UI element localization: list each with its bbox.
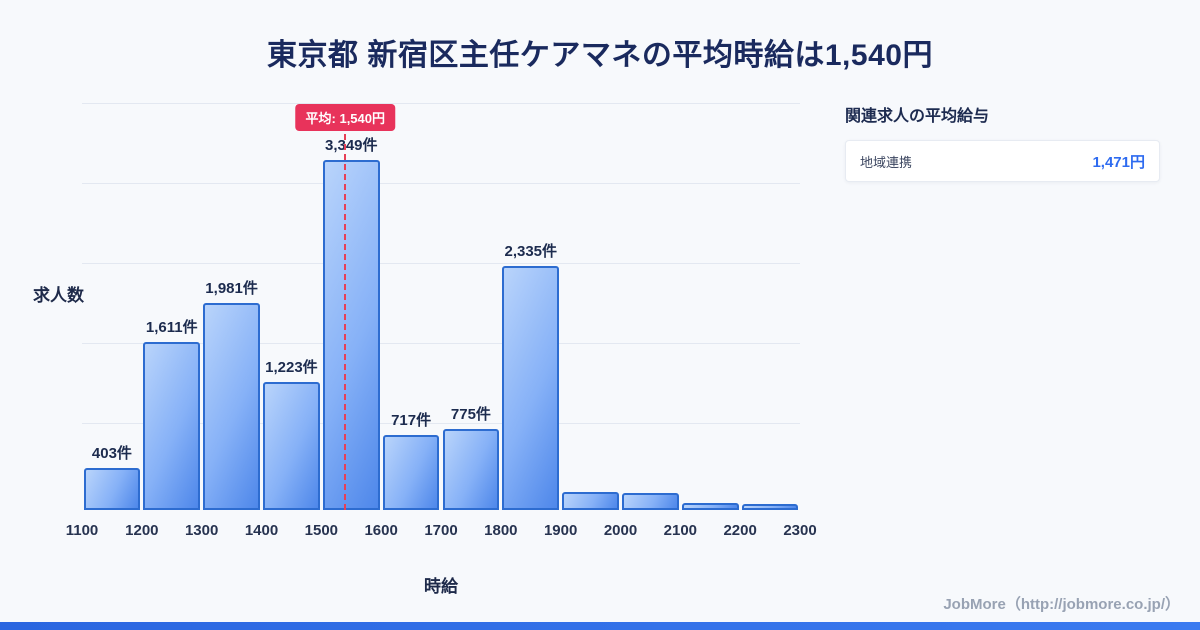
y-axis-label: 求人数	[33, 286, 84, 305]
x-axis-label: 時給	[424, 577, 458, 596]
bar	[83, 468, 141, 510]
side-panel-heading: 関連求人の平均給与	[845, 108, 990, 125]
x-tick-label: 1200	[125, 522, 159, 539]
bar	[203, 303, 260, 510]
x-tick-label: 2300	[783, 522, 817, 539]
x-tick-label: 1100	[65, 522, 99, 539]
x-axis-ticks: 1100 1200 1300 1400 1500 1600 1700 1800 1900 2000…	[66, 522, 817, 544]
gridline	[82, 343, 800, 344]
related-salary-label: 地域連携	[860, 154, 913, 170]
bar-value-label: 403件	[91, 445, 132, 462]
bar	[382, 435, 440, 510]
bar	[622, 493, 679, 510]
bar	[681, 503, 739, 510]
related-salary-value: 1,471円	[1092, 153, 1145, 171]
gridline	[82, 183, 800, 184]
bar	[263, 382, 320, 510]
bar-value-label: 2,335件	[504, 243, 558, 260]
bar-value-label: 3,349件	[324, 137, 378, 154]
footer-credit: JobMore（http://jobmore.co.jp/）	[943, 596, 1180, 613]
bar	[322, 160, 380, 510]
bar	[143, 342, 201, 510]
gridline	[82, 263, 800, 264]
x-tick-label: 1800	[484, 522, 518, 539]
average-badge: 平均: 1,540円	[295, 104, 396, 131]
x-tick-label: 1400	[244, 522, 279, 539]
x-tick-label: 2100	[663, 522, 698, 539]
bars: 403件 1,611件 1,981件 1,223件 3,349件 717件 775件 2,33…	[82, 100, 800, 510]
bar-value-label: 1,981件	[205, 280, 258, 297]
bar-value-label: 1,223件	[265, 359, 318, 376]
bar	[741, 504, 799, 510]
gridline	[82, 103, 800, 104]
bar-value-label: 1,611件	[145, 319, 198, 336]
bar	[562, 492, 619, 510]
gridline	[82, 423, 800, 424]
x-tick-label: 1300	[184, 522, 219, 539]
bar	[502, 266, 560, 510]
related-salary-card: 地域連携 1,471円	[845, 140, 1160, 182]
x-tick-label: 1900	[543, 522, 578, 539]
plot-area: 403件 1,611件 1,981件 1,223件 3,349件 717件 775件 2,33…	[82, 100, 800, 510]
page-title: 東京都 新宿区主任ケアマネの平均時給は1,540円	[267, 39, 933, 72]
x-tick-label: 2200	[723, 522, 757, 539]
x-tick-label: 1700	[424, 522, 458, 539]
bar-value-label: 717件	[391, 412, 432, 429]
average-line	[344, 124, 347, 510]
bar	[442, 429, 500, 510]
x-tick-label: 2000	[603, 522, 638, 539]
bar-value-label: 775件	[450, 406, 491, 423]
x-tick-label: 1500	[304, 522, 339, 539]
bottom-accent-bar	[0, 622, 1200, 630]
x-tick-label: 1600	[364, 522, 398, 539]
